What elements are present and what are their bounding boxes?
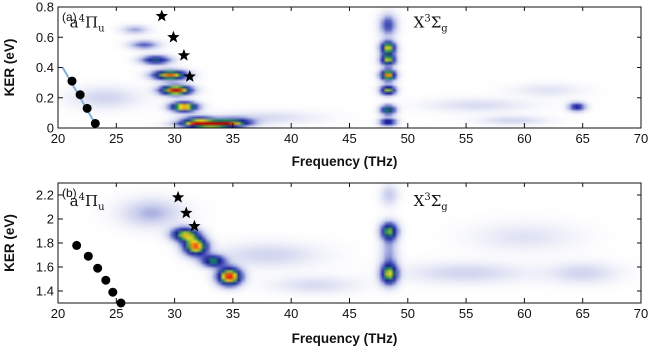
- x-tick-label: 30: [167, 306, 181, 321]
- state-annotation: X3Σg: [414, 192, 449, 213]
- panel-a: 20 25 30 35 40 45 50 55 60 65 70 0 0.2 0.4 0.6 0.8 Frequ…: [2, 0, 648, 169]
- y-tick-label: 0.6: [36, 30, 54, 45]
- state-annotation: a4Πu: [70, 192, 105, 213]
- x-tick-label: 70: [634, 306, 648, 321]
- data-point-star: [183, 70, 196, 82]
- data-point-star: [188, 219, 201, 232]
- data-point-star: [180, 206, 193, 219]
- state-annotation: X3Σg: [414, 13, 449, 34]
- y-tick-label: 1.8: [36, 236, 54, 251]
- data-point-circle: [82, 103, 92, 113]
- x-tick-label: 35: [226, 131, 240, 146]
- data-point-circle: [72, 240, 82, 250]
- x-tick-label: 65: [575, 306, 589, 321]
- state-annotation: a4Πu: [70, 13, 105, 34]
- x-tick-label: 30: [167, 131, 181, 146]
- data-point-circle: [67, 76, 77, 86]
- data-point-star: [167, 30, 180, 43]
- x-tick-label: 45: [342, 131, 356, 146]
- x-axis-label: Frequency (THz): [292, 154, 398, 169]
- x-tick-label: 40: [284, 131, 298, 146]
- panel-label: (b): [62, 186, 77, 200]
- data-point-circle: [93, 263, 103, 273]
- x-tick-label: 20: [51, 131, 65, 146]
- y-tick-label: 0: [47, 121, 54, 136]
- heatmap-raster: [58, 183, 641, 303]
- x-tick-label: 40: [284, 306, 298, 321]
- data-point-circle: [116, 298, 126, 308]
- data-point-star: [171, 190, 185, 203]
- y-tick-label: 1.4: [36, 284, 54, 299]
- x-axis-label: Frequency (THz): [292, 331, 398, 346]
- x-tick-label: 45: [342, 306, 356, 321]
- y-tick-label: 0.2: [36, 90, 54, 105]
- x-tick-label: 35: [226, 306, 240, 321]
- y-tick-label: 2.2: [36, 188, 54, 203]
- x-tick-label: 50: [401, 306, 415, 321]
- x-tick-label: 25: [109, 131, 123, 146]
- x-tick-label: 70: [634, 131, 648, 146]
- data-point-circle: [83, 251, 93, 261]
- y-tick-label: 0.8: [36, 0, 54, 15]
- y-tick-label: 1.6: [36, 260, 54, 275]
- data-point-star: [155, 9, 168, 22]
- x-tick-label: 50: [401, 131, 415, 146]
- data-point-circle: [90, 118, 100, 128]
- y-tick-label: 0.4: [36, 60, 54, 75]
- x-tick-label: 60: [517, 131, 531, 146]
- x-tick-label: 65: [575, 131, 589, 146]
- y-tick-label: 2: [47, 212, 54, 227]
- panel-label: (a): [62, 10, 77, 24]
- data-point-circle: [101, 275, 111, 285]
- x-tick-label: 25: [109, 306, 123, 321]
- x-tick-label: 55: [459, 306, 473, 321]
- data-point-circle: [75, 90, 85, 100]
- y-axis-label: KER (eV): [2, 214, 17, 272]
- y-axis-label: KER (eV): [2, 39, 17, 97]
- x-tick-label: 20: [51, 306, 65, 321]
- x-tick-label: 55: [459, 131, 473, 146]
- heatmap-raster: [58, 7, 641, 128]
- panel-b: 20 25 30 35 40 45 50 55 60 65 70 1.4 1.6 1.8 2 2.2 Frequ…: [2, 182, 648, 346]
- data-point-circle: [108, 287, 118, 297]
- x-tick-label: 60: [517, 306, 531, 321]
- data-point-star: [177, 48, 191, 61]
